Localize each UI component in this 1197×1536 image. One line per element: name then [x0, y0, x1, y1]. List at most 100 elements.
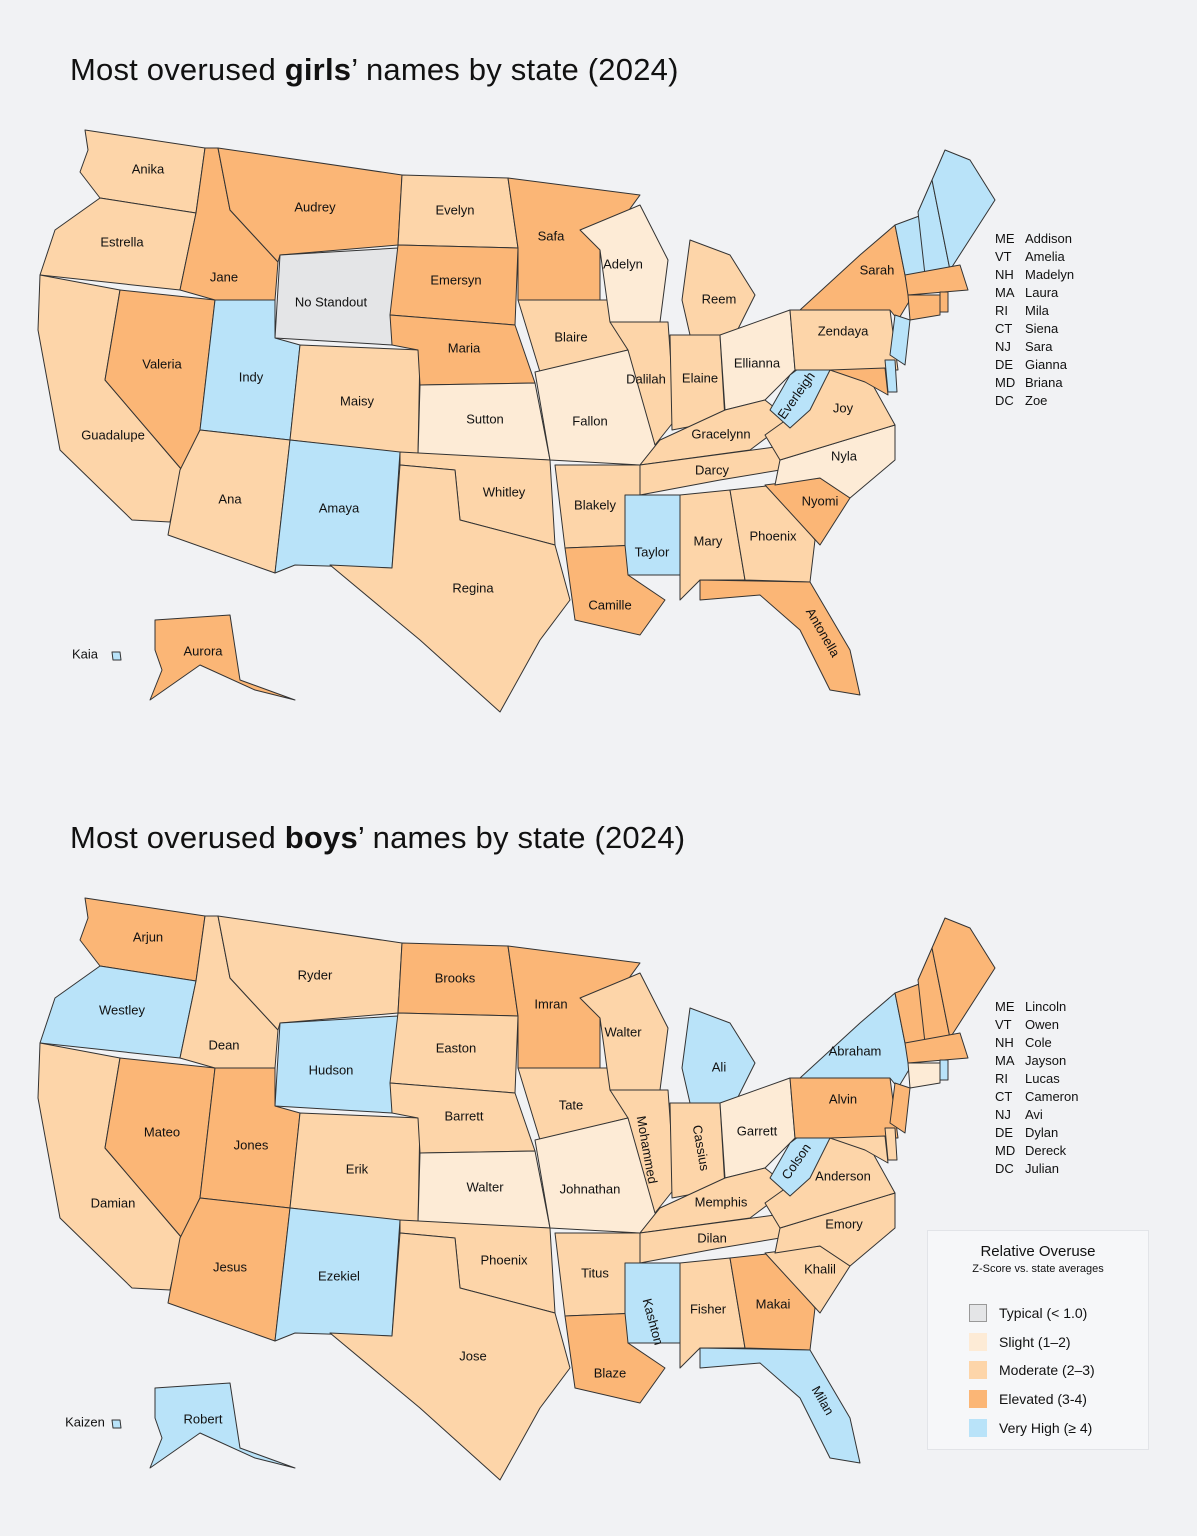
state-abbr: MD [995, 375, 1016, 390]
state-il[interactable] [609, 321, 676, 446]
state-nj[interactable] [889, 1082, 911, 1134]
state-label-ks: Sutton [466, 411, 504, 426]
state-abbr: ME [995, 231, 1015, 246]
state-pa[interactable] [789, 1077, 899, 1139]
state-md[interactable] [829, 367, 889, 396]
title-text: Most overused [70, 820, 285, 855]
state-abbr: RI [995, 1071, 1008, 1086]
legend-item-typical: Typical (< 1.0) [969, 1299, 1148, 1328]
state-ma[interactable] [904, 1032, 969, 1064]
state-label-oh: Garrett [737, 1123, 778, 1138]
state-label-oh: Ellianna [734, 355, 781, 370]
state-label-mn: Imran [534, 996, 567, 1011]
state-mi[interactable] [681, 1007, 756, 1104]
northeast-list-item: DE Gianna [995, 356, 1074, 374]
state-il[interactable] [609, 1089, 676, 1214]
northeast-list-item: NJ Avi [995, 1106, 1078, 1124]
state-label-wy: Hudson [309, 1062, 354, 1077]
state-oh[interactable] [719, 1077, 796, 1179]
title-text: Most overused [70, 52, 285, 87]
state-ms[interactable] [624, 1262, 681, 1344]
state-fl[interactable] [699, 579, 861, 696]
state-label-ny: Abraham [829, 1043, 882, 1058]
state-ma[interactable] [904, 264, 969, 296]
state-label-nd: Brooks [435, 970, 476, 985]
state-ms[interactable] [624, 494, 681, 576]
state-me[interactable] [931, 917, 996, 1039]
state-ri[interactable] [939, 291, 949, 313]
girls-northeast-list: ME Addison VT Amelia NH Madelyn MA Laura RI Mila C… [995, 230, 1074, 410]
legend-item-moderate: Moderate (2–3) [969, 1356, 1148, 1385]
legend-swatch [969, 1418, 987, 1437]
state-label-sd: Easton [436, 1040, 476, 1055]
legend-swatch [969, 1304, 987, 1323]
state-abbr: ME [995, 999, 1015, 1014]
state-az[interactable] [167, 1197, 291, 1342]
state-abbr: DE [995, 357, 1014, 372]
state-ak[interactable] [149, 1382, 296, 1469]
legend-title: Relative Overuse [980, 1243, 1096, 1260]
state-hi[interactable] [111, 1419, 122, 1429]
state-me[interactable] [931, 149, 996, 271]
state-label-wa: Anika [132, 161, 165, 176]
northeast-list-item: ME Lincoln [995, 998, 1078, 1016]
state-de[interactable] [884, 359, 898, 393]
state-abbr: MA [995, 285, 1015, 300]
state-tx[interactable] [329, 1232, 571, 1481]
state-label-ok: Whitley [483, 484, 526, 499]
state-nj[interactable] [889, 314, 911, 366]
state-mi[interactable] [681, 239, 756, 336]
state-ct[interactable] [907, 294, 941, 321]
state-az[interactable] [167, 429, 291, 574]
state-label-nc: Nyla [831, 448, 858, 463]
state-abbr: NH [995, 267, 1014, 282]
state-label-wi: Adelyn [603, 256, 643, 271]
state-ct[interactable] [907, 1062, 941, 1089]
legend-swatch [969, 1390, 987, 1409]
state-pa[interactable] [789, 309, 899, 371]
state-name-value: Addison [1025, 231, 1072, 246]
title-text: ’ names by state (2024) [357, 820, 686, 855]
state-label-ar: Blakely [574, 497, 616, 512]
state-label-mo: Fallon [572, 413, 607, 428]
state-label-or: Westley [99, 1002, 145, 1017]
boys-map: Arjun Westley Damian Mateo Dean Ryder Hudson Jo… [37, 897, 996, 1481]
state-tn[interactable] [639, 444, 791, 496]
state-label-nv: Valeria [142, 356, 182, 371]
title-bold: girls [284, 52, 352, 87]
state-tx[interactable] [329, 464, 571, 713]
legend: Relative Overuse Z-Score vs. state avera… [927, 1230, 1149, 1450]
state-name-value: Dereck [1025, 1143, 1067, 1158]
legend-label: Very High (≥ 4) [999, 1419, 1093, 1436]
state-label-ne: Maria [448, 340, 481, 355]
state-ri[interactable] [939, 1059, 949, 1081]
state-label-sc: Khalil [804, 1261, 836, 1276]
state-fl[interactable] [699, 1347, 861, 1464]
legend-subtitle: Z-Score vs. state averages [972, 1263, 1104, 1275]
title-bold: boys [284, 820, 358, 855]
state-or[interactable] [39, 965, 197, 1059]
state-label-wa: Arjun [133, 929, 163, 944]
northeast-list-item: CT Siena [995, 320, 1074, 338]
state-label-ca: Damian [91, 1195, 136, 1210]
state-name-value: Briana [1025, 375, 1063, 390]
state-label-ar: Titus [581, 1265, 609, 1280]
state-abbr: NH [995, 1035, 1014, 1050]
state-de[interactable] [884, 1127, 898, 1161]
state-ny[interactable] [799, 992, 911, 1089]
state-tn[interactable] [639, 1212, 791, 1264]
state-abbr: VT [995, 249, 1012, 264]
state-abbr: DC [995, 393, 1014, 408]
state-label-la: Blaze [594, 1365, 627, 1380]
state-md[interactable] [829, 1135, 889, 1164]
girls-map-title: Most overused girls’ names by state (202… [70, 52, 679, 88]
state-hi[interactable] [111, 651, 122, 661]
state-or[interactable] [39, 197, 197, 291]
state-label-co: Maisy [340, 393, 374, 408]
state-oh[interactable] [719, 309, 796, 411]
state-label-al: Fisher [690, 1301, 727, 1316]
state-label-ok: Phoenix [481, 1252, 528, 1267]
state-name-value: Cameron [1025, 1089, 1079, 1104]
state-ak[interactable] [149, 614, 296, 701]
state-label-ms: Taylor [635, 544, 670, 559]
